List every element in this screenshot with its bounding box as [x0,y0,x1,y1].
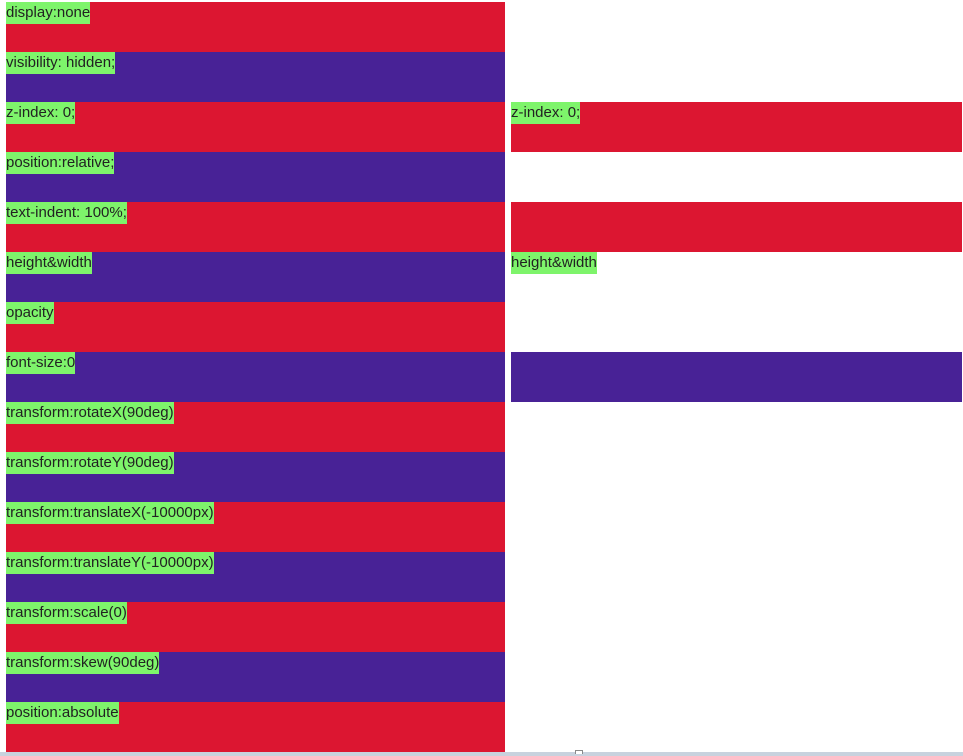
demo-row-opacity: opacity [6,302,505,352]
demo-row-translate-x: transform:translateX(-10000px) [6,502,505,552]
result-row-opacity [511,302,962,352]
demo-row-rotate-x: transform:rotateX(90deg) [6,402,505,452]
demo-row-scale: transform:scale(0) [6,602,505,652]
result-row-visibility-hidden [511,52,962,102]
demo-row-z-index: z-index: 0; [6,102,505,152]
demo-label: position:relative; [6,152,115,174]
demo-row-text-indent: text-indent: 100%; [6,202,505,252]
demo-row-rotate-y: transform:rotateY(90deg) [6,452,505,502]
result-row-position-relative [511,152,962,202]
demo-row-visibility-hidden: visibility: hidden; [6,52,505,102]
demo-label: transform:translateY(-10000px) [6,552,214,574]
demo-label: transform:skew(90deg) [6,652,160,674]
demo-label: z-index: 0; [6,102,76,124]
demo-row-position-absolute: position:absolute [6,702,505,752]
scroll-grip-icon[interactable] [575,750,583,754]
demo-row-display-none: display:none [6,2,505,52]
demo-row-font-size: font-size:0 [6,352,505,402]
result-row-text-indent [511,202,962,252]
horizontal-scrollbar[interactable] [0,752,963,756]
demo-label: transform:scale(0) [6,602,127,624]
demo-label: position:absolute [6,702,119,724]
demo-label: display:none [6,2,91,24]
demo-label: height&width [6,252,92,274]
right-result-column: z-index: 0; height&width [511,2,962,402]
demo-label: font-size:0 [6,352,76,374]
result-row-height-width: height&width [511,252,962,302]
demo-label: text-indent: 100%; [6,202,127,224]
demo-row-height-width: height&width [6,252,505,302]
demo-label: opacity [6,302,54,324]
demo-label: visibility: hidden; [6,52,116,74]
demo-label: transform:rotateY(90deg) [6,452,174,474]
result-row-z-index: z-index: 0; [511,102,962,152]
result-row-font-size [511,352,962,402]
demo-label: transform:rotateX(90deg) [6,402,174,424]
demo-row-skew: transform:skew(90deg) [6,652,505,702]
demo-label: transform:translateX(-10000px) [6,502,214,524]
left-demo-column: display:none visibility: hidden; z-index… [6,2,505,752]
demo-row-position-relative: position:relative; [6,152,505,202]
result-label: height&width [511,252,597,274]
result-row-display-none [511,2,962,52]
demo-row-translate-y: transform:translateY(-10000px) [6,552,505,602]
result-label: z-index: 0; [511,102,581,124]
